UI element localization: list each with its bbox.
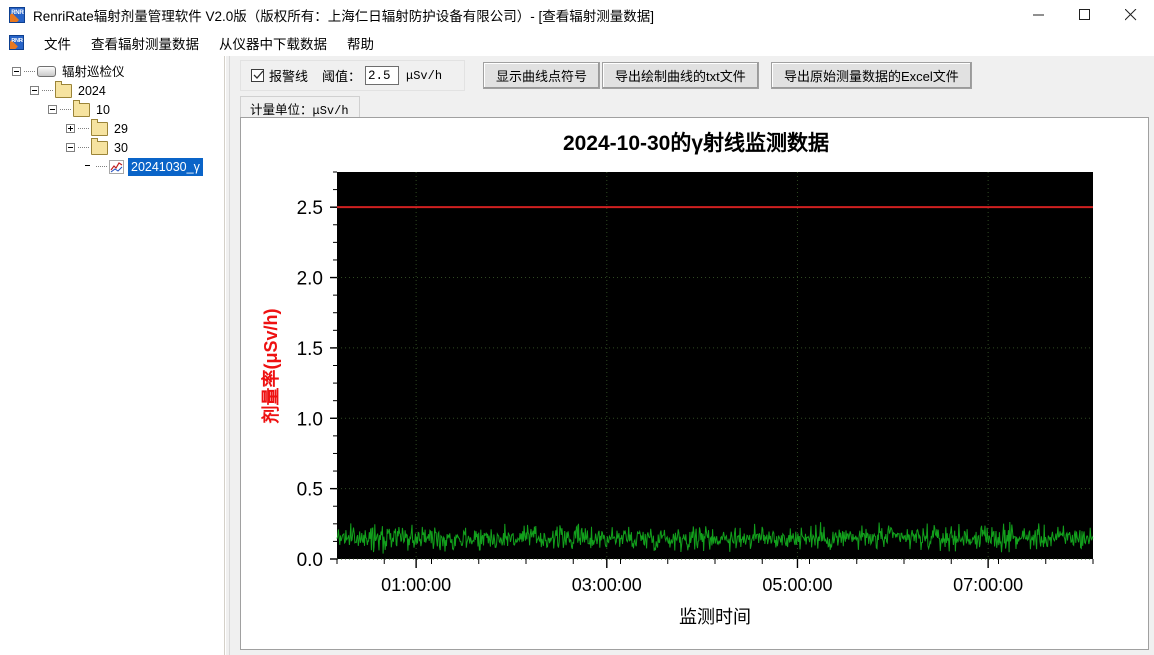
menu-item-help[interactable]: 帮助: [347, 36, 374, 52]
svg-text:1.0: 1.0: [297, 409, 323, 430]
tree-node-label: 20241030_γ: [128, 157, 203, 176]
export-curve-txt-button[interactable]: 导出绘制曲线的txt文件: [602, 62, 759, 89]
tree-leaf-spacer: [84, 162, 93, 171]
tree-node-label: 2024: [78, 83, 106, 98]
svg-text:0.0: 0.0: [297, 550, 323, 571]
unit-tab-strip: 计量单位：μSv/h: [240, 96, 1150, 118]
chart-title: 2024-10-30的γ射线监测数据: [563, 131, 829, 155]
plot-area: [337, 172, 1093, 559]
expand-collapse-toggle-icon[interactable]: [66, 143, 75, 152]
alarm-line-checkbox[interactable]: [251, 69, 264, 82]
menu-item-view-measurement-data[interactable]: 查看辐射测量数据: [91, 36, 199, 52]
svg-text:1.5: 1.5: [297, 339, 323, 360]
tree-connector-line: [42, 90, 53, 91]
gamma-monitoring-chart: 2024-10-30的γ射线监测数据 0.0 0.5 1.0 1.5 2.0 2.5 01…: [241, 118, 1148, 649]
alarm-line-group: 报警线 阈值： μSv/h: [240, 60, 465, 91]
x-axis-tick-labels: 01:00:00 03:00:00 05:00:00 07:00:00: [381, 575, 1023, 595]
tree-node-root[interactable]: 辐射巡检仪: [8, 62, 224, 81]
folder-icon: [91, 137, 108, 155]
expand-collapse-toggle-icon[interactable]: [66, 124, 75, 133]
tab-label-unit: μSv/h: [312, 104, 349, 118]
axis-ticks: [330, 171, 1094, 568]
chart-pane: 报警线 阈值： μSv/h 显示曲线点符号 导出绘制曲线的txt文件 导出原始测…: [235, 56, 1154, 655]
minimize-button[interactable]: [1016, 0, 1062, 30]
y-axis-tick-labels: 0.0 0.5 1.0 1.5 2.0 2.5: [297, 198, 323, 571]
title-bar: RenriRate辐射剂量管理软件 V2.0版（版权所有：上海仁日辐射防护设备有…: [0, 0, 1154, 30]
show-curve-point-symbols-button[interactable]: 显示曲线点符号: [483, 62, 601, 89]
tree-node-20241030-gamma[interactable]: 20241030_γ: [8, 157, 224, 176]
svg-text:2.5: 2.5: [297, 198, 323, 219]
svg-text:03:00:00: 03:00:00: [572, 575, 642, 595]
threshold-label: 阈值：: [322, 69, 362, 84]
folder-icon: [91, 118, 108, 136]
series-path-group: [336, 521, 1094, 554]
tree-connector-line: [60, 109, 71, 110]
chart-container: 2024-10-30的γ射线监测数据 0.0 0.5 1.0 1.5 2.0 2.5 01…: [240, 117, 1149, 650]
tree-connector-line: [96, 166, 107, 167]
expand-collapse-toggle-icon[interactable]: [30, 86, 39, 95]
tree-node-label: 30: [114, 140, 128, 155]
folder-icon: [73, 99, 90, 117]
tab-label-prefix: 计量单位：: [250, 103, 313, 117]
x-axis-title: 监测时间: [679, 607, 751, 627]
expand-collapse-toggle-icon[interactable]: [48, 105, 57, 114]
data-tree-panel: 辐射巡检仪 2024 10: [0, 56, 225, 655]
menu-bar: 文件 查看辐射测量数据 从仪器中下载数据 帮助: [0, 30, 1154, 78]
grid-lines: [337, 172, 1093, 560]
threshold-input[interactable]: [365, 66, 400, 85]
svg-text:0.5: 0.5: [297, 480, 323, 501]
window-controls: [1016, 0, 1154, 30]
chart-file-icon: [109, 159, 124, 174]
tree-node-29[interactable]: 29: [8, 118, 224, 138]
y-axis-title: 剂量率(μSv/h): [260, 308, 281, 423]
threshold-unit-label: μSv/h: [406, 68, 443, 83]
tree-node-label: 辐射巡检仪: [62, 64, 125, 79]
tree-node-30[interactable]: 30: [8, 137, 224, 157]
tree-node-label: 10: [96, 102, 110, 117]
tree-node-10[interactable]: 10: [8, 99, 224, 119]
maximize-button[interactable]: [1062, 0, 1108, 30]
menu-item-download-from-device[interactable]: 从仪器中下载数据: [219, 36, 327, 52]
data-tree: 辐射巡检仪 2024 10: [0, 56, 224, 176]
device-icon: [37, 66, 56, 77]
close-button[interactable]: [1108, 0, 1154, 30]
chart-toolbar: 报警线 阈值： μSv/h 显示曲线点符号 导出绘制曲线的txt文件 导出原始测…: [240, 60, 1150, 93]
svg-text:01:00:00: 01:00:00: [381, 575, 451, 595]
folder-icon: [55, 80, 72, 98]
alarm-line-label: 报警线: [269, 69, 309, 84]
expand-collapse-toggle-icon[interactable]: [12, 67, 21, 76]
renrirate-logo-icon: [9, 7, 25, 23]
tree-connector-line: [24, 71, 35, 72]
svg-text:07:00:00: 07:00:00: [953, 575, 1023, 595]
tree-node-2024[interactable]: 2024: [8, 80, 224, 100]
tree-node-label: 29: [114, 121, 128, 136]
main-body: 辐射巡检仪 2024 10: [0, 56, 1154, 655]
mdi-child-icon: [9, 35, 24, 50]
tree-connector-line: [78, 128, 89, 129]
export-raw-excel-button[interactable]: 导出原始测量数据的Excel文件: [771, 62, 972, 89]
svg-text:2.0: 2.0: [297, 269, 323, 290]
menu-item-file[interactable]: 文件: [44, 36, 71, 52]
tree-connector-line: [78, 147, 89, 148]
svg-text:05:00:00: 05:00:00: [762, 575, 832, 595]
tab-measurement-unit[interactable]: 计量单位：μSv/h: [240, 96, 360, 118]
window-title: RenriRate辐射剂量管理软件 V2.0版（版权所有：上海仁日辐射防护设备有…: [33, 9, 655, 24]
